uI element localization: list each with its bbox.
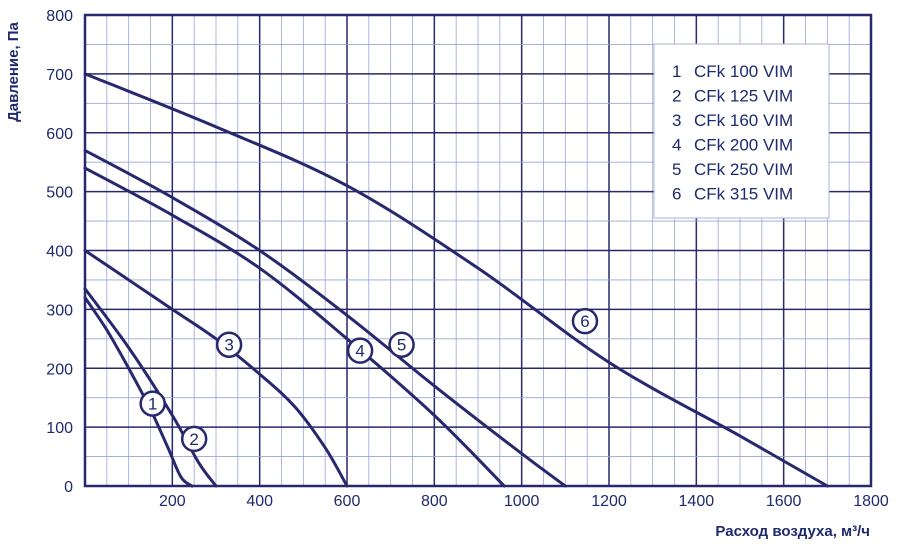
plot-frame — [83, 13, 873, 488]
legend-entry-label: CFk 100 VIM — [694, 62, 793, 81]
x-tick-label: 200 — [159, 493, 186, 510]
x-tick-label: 600 — [334, 493, 361, 510]
legend-number: 5 — [672, 160, 681, 179]
curve-marker-5: 5 — [388, 331, 415, 358]
curve-marker-circle — [571, 307, 599, 335]
curve-marker-2: 2 — [180, 425, 208, 453]
legend-entry-label: CFk 315 VIM — [694, 185, 793, 204]
legend-number: 3 — [672, 111, 681, 130]
curve-marker-label: 1 — [148, 395, 157, 414]
y-tick-label: 0 — [64, 479, 73, 496]
curve-marker-3: 3 — [215, 331, 243, 358]
legend-entry-label: CFk 250 VIM — [694, 160, 793, 179]
legend-entry-label: CFk 125 VIM — [694, 87, 793, 106]
curve-marker-circle — [139, 390, 166, 417]
y-tick-label: 200 — [46, 361, 73, 378]
curve-marker-label: 6 — [580, 312, 589, 331]
x-axis-label: Расход воздуха, м³/ч — [715, 523, 870, 540]
series-line-5 — [83, 148, 567, 488]
y-tick-label: 400 — [46, 244, 73, 261]
legend-number: 2 — [672, 87, 681, 106]
series-line-6 — [83, 72, 829, 488]
series-line-2 — [83, 287, 218, 488]
chart-markers: 1 2 3 4 5 6 — [139, 307, 599, 453]
curve-marker-label: 2 — [189, 430, 198, 449]
chart-legend: 1 CFk 100 VIM 2 CFk 125 VIM 3 CFk 160 VIM 4 CFk… — [653, 43, 830, 219]
x-tick-label: 1400 — [679, 493, 715, 510]
legend-entry-label: CFk 160 VIM — [694, 111, 793, 130]
y-axis-label: Давление, Па — [5, 21, 22, 121]
y-tick-label: 300 — [46, 302, 73, 319]
curve-marker-label: 3 — [224, 336, 233, 355]
x-tick-label: 800 — [421, 493, 448, 510]
y-tick-label: 700 — [46, 67, 73, 84]
series-line-1 — [83, 296, 194, 488]
y-tick-label: 500 — [46, 185, 73, 202]
legend-number: 4 — [672, 136, 681, 155]
curve-marker-circle — [180, 425, 208, 453]
y-tick-label: 100 — [46, 420, 73, 437]
y-tick-label: 600 — [46, 126, 73, 143]
x-tick-label: 1800 — [853, 493, 889, 510]
legend-entry-label: CFk 200 VIM — [694, 136, 793, 155]
curve-marker-1: 1 — [139, 390, 166, 417]
x-tick-label: 400 — [246, 493, 273, 510]
x-tick-label: 1600 — [766, 493, 802, 510]
curve-marker-circle — [388, 331, 415, 358]
series-line-3 — [83, 249, 349, 488]
series-line-4 — [83, 166, 506, 488]
curve-marker-label: 4 — [355, 342, 364, 361]
curve-marker-circle — [215, 331, 243, 358]
y-tick-label: 800 — [46, 8, 73, 25]
legend-box — [653, 43, 830, 219]
curve-marker-4: 4 — [346, 337, 374, 364]
curve-marker-label: 5 — [397, 336, 406, 355]
x-tick-label: 1200 — [591, 493, 627, 510]
legend-number: 6 — [672, 185, 681, 204]
chart-ticks: 200 400 600 800 1000 1200 1400 1600 180001002003… — [46, 8, 889, 510]
curve-marker-circle — [346, 337, 374, 364]
legend-number: 1 — [672, 62, 681, 81]
curve-marker-6: 6 — [571, 307, 599, 335]
x-tick-label: 1000 — [504, 493, 540, 510]
